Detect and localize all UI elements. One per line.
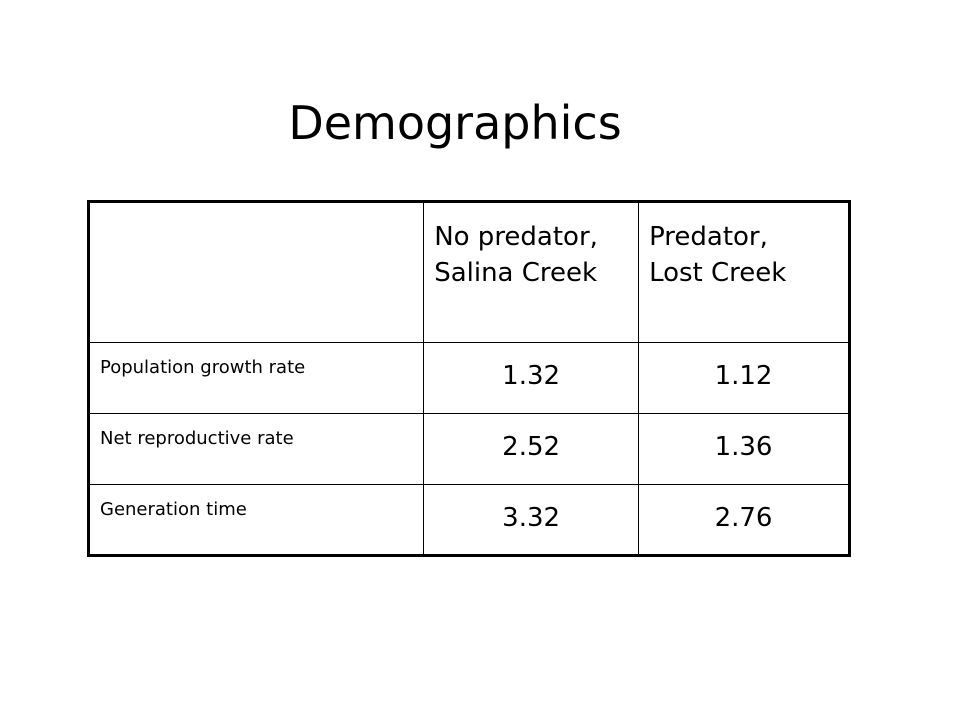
row-label: Generation time xyxy=(87,484,425,556)
value-cell: 2.76 xyxy=(638,484,850,556)
demographics-table: No predator, Salina Creek Predator, Lost… xyxy=(87,200,851,557)
column-header-line: Predator, xyxy=(649,222,768,252)
column-header-line: Salina Creek xyxy=(434,258,598,288)
table-row: Generation time 3.32 2.76 xyxy=(87,484,850,556)
value-cell: 1.36 xyxy=(638,413,850,485)
value-cell: 2.52 xyxy=(423,413,640,485)
value-cell: 1.12 xyxy=(638,342,850,414)
table-row: Population growth rate 1.32 1.12 xyxy=(87,342,850,414)
table-row: Net reproductive rate 2.52 1.36 xyxy=(87,413,850,485)
value-cell: 3.32 xyxy=(423,484,640,556)
row-label: Net reproductive rate xyxy=(87,413,425,485)
row-label: Population growth rate xyxy=(87,342,425,414)
value-cell: 1.32 xyxy=(423,342,640,414)
column-header-line: Lost Creek xyxy=(649,258,787,288)
slide-title: Demographics xyxy=(288,96,622,150)
column-header-line: No predator, xyxy=(434,222,598,252)
column-header-no-predator: No predator, Salina Creek xyxy=(423,201,640,343)
header-empty-cell xyxy=(87,201,425,343)
table-header-row: No predator, Salina Creek Predator, Lost… xyxy=(87,201,850,343)
column-header-predator: Predator, Lost Creek xyxy=(638,201,850,343)
